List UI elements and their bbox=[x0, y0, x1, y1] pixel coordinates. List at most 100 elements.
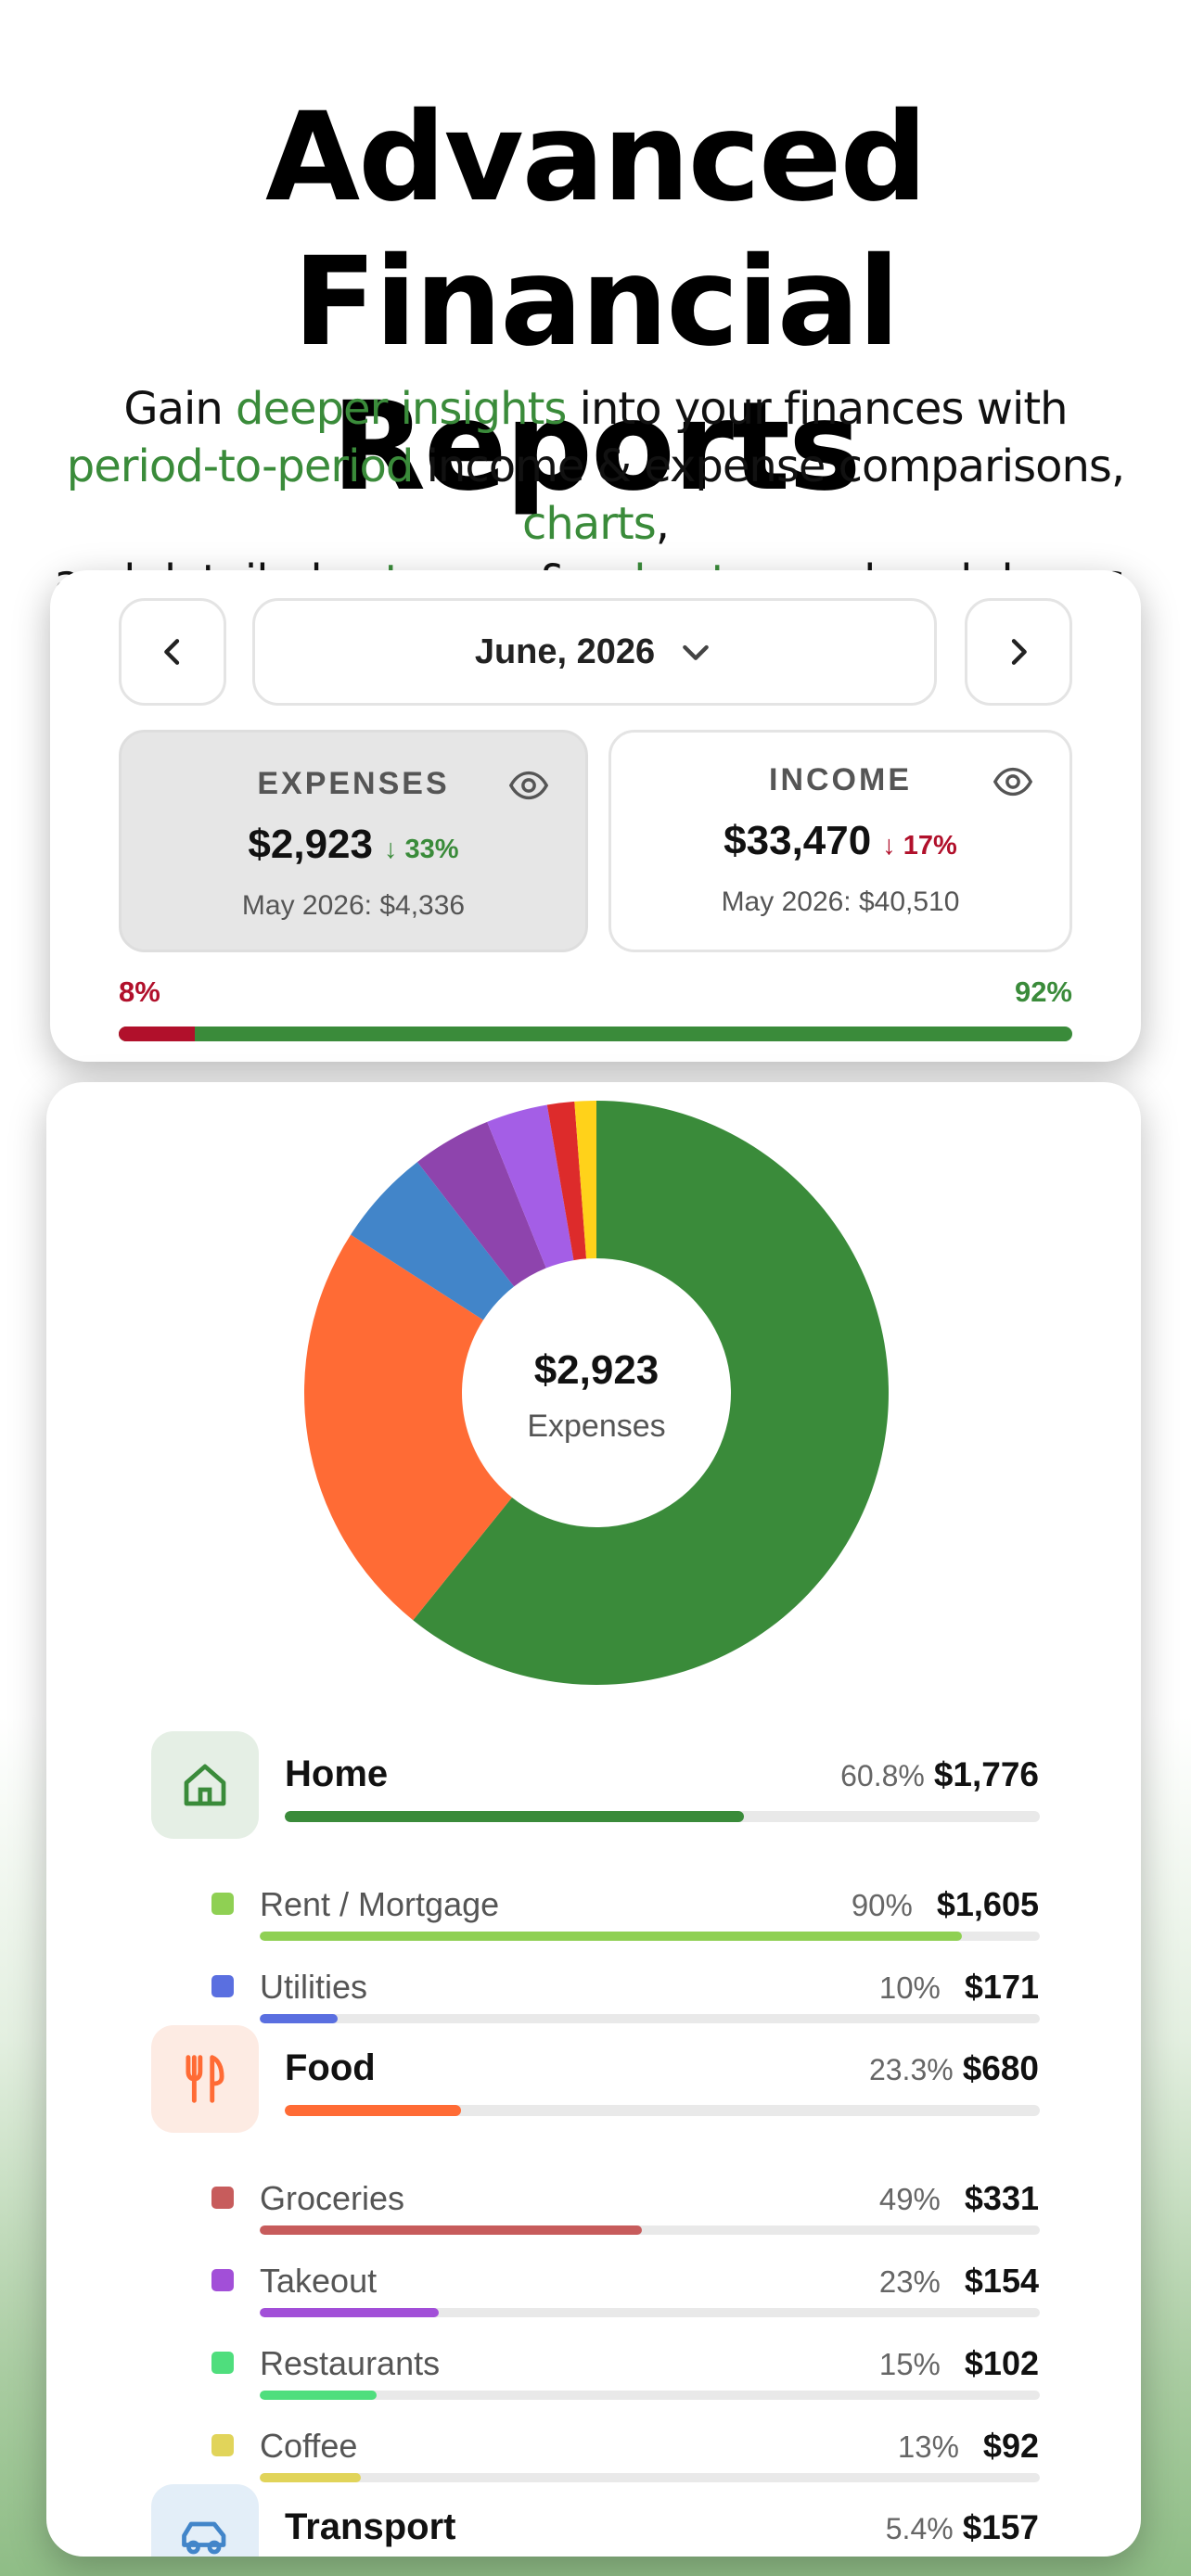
subcategory-progress-bar bbox=[260, 2308, 1040, 2317]
category-progress-bar bbox=[285, 1811, 1040, 1822]
subcategory-values: 10% $171 bbox=[879, 1968, 1039, 2008]
next-period-button[interactable] bbox=[965, 598, 1072, 706]
category-values: 23.3% $680 bbox=[869, 2049, 1039, 2089]
category-progress-fill bbox=[285, 2105, 461, 2116]
donut-slice-food[interactable] bbox=[304, 1234, 512, 1621]
subheadline-highlight: charts bbox=[521, 498, 657, 550]
previous-period-button[interactable] bbox=[119, 598, 226, 706]
period-label: June, 2026 bbox=[474, 631, 656, 671]
subcategory-values: 13% $92 bbox=[898, 2427, 1039, 2467]
subcategory-name: Restaurants bbox=[260, 2344, 441, 2382]
subcategory-name: Utilities bbox=[260, 1968, 368, 2006]
subcategory-amount: $331 bbox=[964, 2179, 1039, 2217]
income-amount: $33,470 bbox=[724, 818, 872, 863]
subcategory-progress-bar bbox=[260, 1932, 1040, 1941]
subheadline: Gain deeper insights into your finances … bbox=[0, 380, 1191, 610]
donut-center-label: Expenses bbox=[527, 1409, 665, 1444]
subheadline-highlight: period-to-period bbox=[66, 440, 415, 492]
subcategory-percent: 15% bbox=[878, 2347, 941, 2381]
income-previous: May 2026: $40,510 bbox=[721, 886, 960, 917]
category-amount: $680 bbox=[962, 2049, 1039, 2087]
expenses-label: EXPENSES bbox=[257, 766, 450, 801]
headline: Advanced Financial Reports bbox=[0, 85, 1191, 519]
category-progress-fill bbox=[285, 1811, 744, 1822]
donut-slice-home[interactable] bbox=[413, 1101, 889, 1685]
subcategory-percent: 23% bbox=[878, 2264, 941, 2299]
subcategory-progress-bar bbox=[260, 2391, 1040, 2400]
expenses-amount: $2,923 bbox=[248, 822, 373, 867]
subheadline-text: Gain bbox=[123, 383, 237, 435]
breakdown-card: $2,923 Expenses Home 60.8% $1,776 Rent / Mo… bbox=[46, 1082, 1141, 2557]
expenses-previous: May 2026: $4,336 bbox=[241, 890, 466, 921]
subcategory-amount: $102 bbox=[964, 2344, 1039, 2382]
subcategory-progress-bar bbox=[260, 2225, 1040, 2235]
subcategory-percent: 13% bbox=[897, 2429, 959, 2464]
subcategory-color-swatch bbox=[211, 1975, 234, 1997]
expense-share-label: 8% bbox=[119, 976, 160, 1008]
subcategory-color-swatch bbox=[211, 2352, 234, 2374]
category-progress-bar bbox=[285, 2105, 1040, 2116]
headline-line-2: Reports bbox=[331, 376, 861, 518]
subcategory-values: 49% $331 bbox=[879, 2179, 1039, 2219]
home-icon bbox=[151, 1731, 259, 1839]
subcategory-percent: 49% bbox=[878, 2182, 941, 2216]
income-expense-split-bar bbox=[119, 1027, 1072, 1041]
donut-slice-transport[interactable] bbox=[351, 1162, 515, 1320]
income-summary-tile[interactable]: INCOME $33,470 ↓ 17% May 2026: $40,510 bbox=[608, 730, 1072, 952]
expenses-summary-tile[interactable]: EXPENSES $2,923 ↓ 33% May 2026: $4,336 bbox=[119, 730, 588, 952]
eye-icon[interactable] bbox=[992, 760, 1034, 803]
subcategory-percent: 90% bbox=[851, 1888, 913, 1922]
chevron-down-icon bbox=[683, 644, 710, 660]
expense-share-fill bbox=[119, 1027, 196, 1041]
chevron-left-icon bbox=[164, 639, 180, 665]
subcategory-progress-fill bbox=[260, 2473, 362, 2482]
subcategory-progress-fill bbox=[260, 2014, 339, 2023]
subheadline-text: , bbox=[655, 498, 670, 550]
subheadline-text: income & expense comparisons, bbox=[413, 440, 1126, 492]
income-label: INCOME bbox=[769, 762, 912, 797]
expenses-change: ↓ 33% bbox=[383, 835, 459, 864]
category-values: 5.4% $157 bbox=[886, 2508, 1039, 2548]
expense-donut-chart: $2,923 Expenses bbox=[304, 1101, 889, 1685]
category-amount: $157 bbox=[962, 2508, 1039, 2546]
subcategory-name: Coffee bbox=[260, 2427, 358, 2465]
car-icon bbox=[151, 2484, 259, 2557]
eye-icon[interactable] bbox=[507, 764, 550, 807]
headline-line-1: Advanced Financial bbox=[265, 86, 928, 374]
subcategory-values: 23% $154 bbox=[879, 2262, 1039, 2302]
subcategory-progress-fill bbox=[260, 2308, 440, 2317]
subcategory-values: 90% $1,605 bbox=[852, 1885, 1039, 1925]
subheadline-highlight: deeper insights bbox=[236, 383, 567, 435]
subcategory-amount: $154 bbox=[964, 2262, 1039, 2300]
summary-card: June, 2026 EXPENSES $2,923 ↓ 33% May 2026… bbox=[50, 570, 1141, 1062]
donut-slice-other-6[interactable] bbox=[574, 1101, 596, 1259]
subcategory-color-swatch bbox=[211, 2187, 234, 2209]
subcategory-name: Takeout bbox=[260, 2262, 378, 2300]
subcategory-amount: $1,605 bbox=[936, 1885, 1039, 1923]
donut-slice-other-3[interactable] bbox=[416, 1121, 546, 1287]
category-name: Transport bbox=[285, 2506, 456, 2547]
income-change: ↓ 17% bbox=[882, 831, 957, 861]
category-name: Food bbox=[285, 2047, 376, 2088]
subcategory-values: 15% $102 bbox=[879, 2344, 1039, 2384]
fork-knife-icon bbox=[151, 2025, 259, 2133]
donut-slice-other-5[interactable] bbox=[546, 1101, 587, 1261]
period-selector[interactable]: June, 2026 bbox=[252, 598, 937, 706]
category-amount: $1,776 bbox=[933, 1755, 1039, 1793]
category-percent: 23.3% bbox=[868, 2053, 954, 2086]
donut-slice-other-4[interactable] bbox=[487, 1104, 574, 1269]
income-amount-line: $33,470 ↓ 17% bbox=[611, 818, 1069, 864]
expenses-amount-line: $2,923 ↓ 33% bbox=[122, 822, 585, 868]
category-name: Home bbox=[285, 1753, 389, 1794]
subcategory-color-swatch bbox=[211, 1893, 234, 1915]
subcategory-color-swatch bbox=[211, 2269, 234, 2291]
subcategory-amount: $171 bbox=[964, 1968, 1039, 2006]
subcategory-amount: $92 bbox=[982, 2427, 1039, 2465]
subcategory-progress-fill bbox=[260, 2225, 643, 2235]
subcategory-name: Rent / Mortgage bbox=[260, 1885, 500, 1923]
category-percent: 5.4% bbox=[885, 2512, 954, 2545]
donut-center-value: $2,923 bbox=[534, 1347, 660, 1393]
subheadline-text: into your finances with bbox=[566, 383, 1069, 435]
category-percent: 60.8% bbox=[840, 1759, 925, 1792]
subcategory-name: Groceries bbox=[260, 2179, 405, 2217]
